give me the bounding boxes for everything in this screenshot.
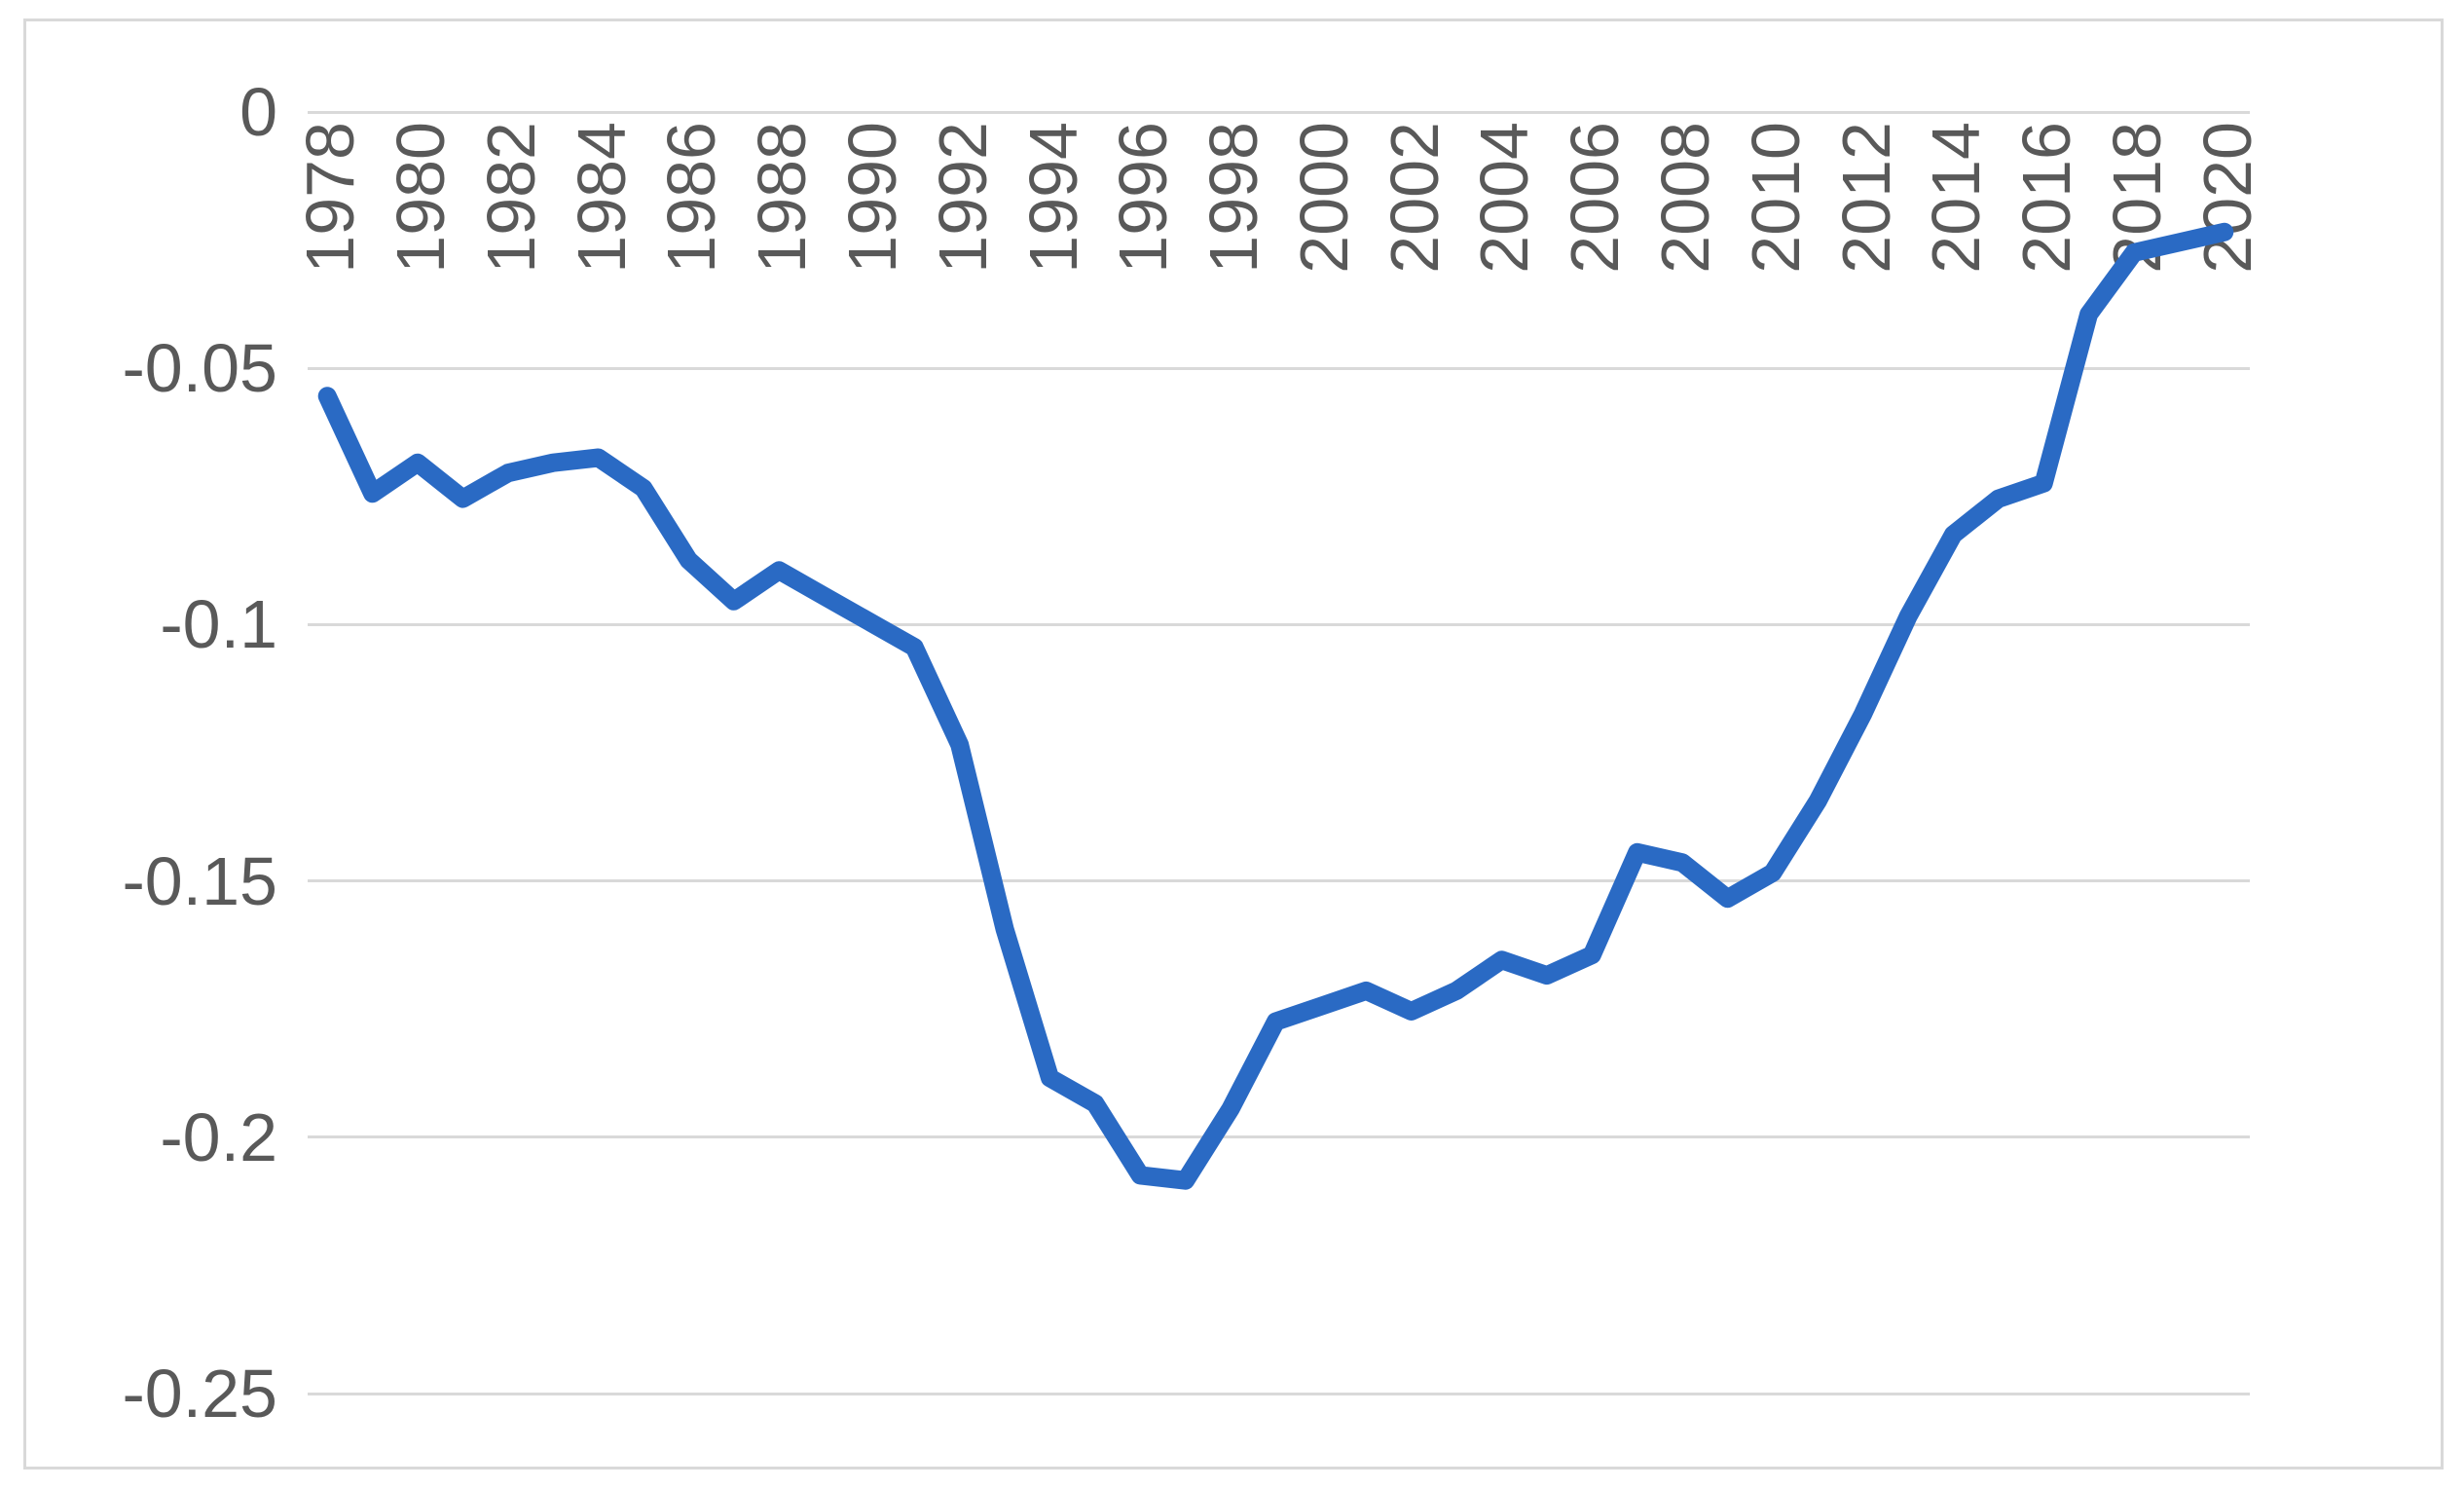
gridline--0.1 [308, 622, 2250, 626]
y-axis-tick-label: 0 [239, 74, 277, 150]
y-axis-tick-label: -0.2 [160, 1098, 277, 1175]
gridline--0.05 [308, 366, 2250, 370]
y-axis-tick-label: -0.25 [122, 1356, 277, 1432]
y-axis-tick-label: -0.05 [122, 330, 277, 407]
gridline--0.2 [308, 1135, 2250, 1139]
gridline-0 [308, 110, 2250, 114]
y-axis-tick-label: -0.15 [122, 842, 277, 919]
y-axis-tick-label: -0.1 [160, 586, 277, 663]
data-series-line [317, 222, 2234, 1190]
gridline--0.25 [308, 1392, 2250, 1395]
chart-border-frame: 0 -0.05 -0.1 -0.15 -0.2 -0.25 1978 1980 1982 198… [23, 19, 2444, 1469]
gridline--0.15 [308, 879, 2250, 883]
